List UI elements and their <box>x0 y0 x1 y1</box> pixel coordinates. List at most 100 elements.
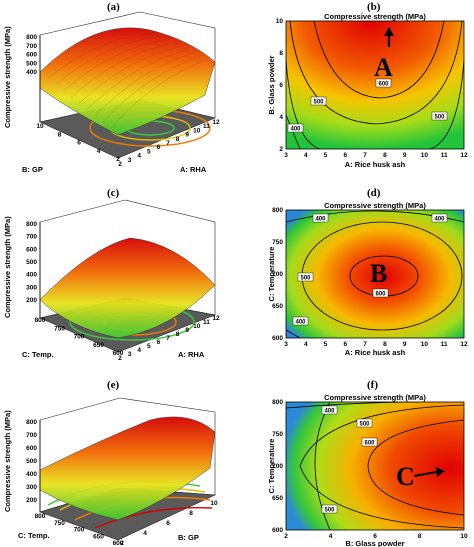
svg-text:500: 500 <box>300 276 311 282</box>
x-ticks-e: 2 4 6 8 10 <box>120 500 218 547</box>
panel-label-a: (a) <box>107 1 120 13</box>
y-tick-label: 8 <box>279 50 283 57</box>
x-tick-label: 8 <box>383 152 387 159</box>
y-tick-label: 8 <box>58 131 62 138</box>
svg-text:600: 600 <box>375 292 386 298</box>
x-tick-label: 4 <box>137 153 141 160</box>
svg-text:400: 400 <box>315 217 326 223</box>
svg-text:400: 400 <box>324 409 335 415</box>
contour-600 <box>313 21 445 99</box>
z-tick-label: 400 <box>26 69 37 76</box>
x-tick-label: 5 <box>147 343 151 350</box>
z-tick-label: 600 <box>26 52 37 59</box>
x-tick-label: 7 <box>363 341 367 348</box>
contour-labels-b: 600 500 500 400 <box>287 78 448 133</box>
contour-plot-b: Compressive strength (MPa) A: Rice husk … <box>267 12 468 169</box>
x-ticks-b: 3 4 5 6 7 8 9 10 11 12 <box>284 152 468 159</box>
surface-mesh-line <box>47 33 157 79</box>
x-tick-label: 8 <box>418 533 422 540</box>
x-tick-label: 2 <box>118 355 122 362</box>
y-ticks-f: 600 650 700 750 800 <box>272 399 283 534</box>
x-tick-label: 9 <box>403 152 407 159</box>
y-tick-label: 2 <box>116 156 120 163</box>
z-ticks-e: 800 700 600 500 400 300 200 <box>26 419 37 504</box>
contour-labels-f: 400 500 600 500 <box>321 405 378 514</box>
contour-labels-d: 400 400 500 600 400 <box>292 213 448 326</box>
contour-500 <box>289 21 463 125</box>
y-tick-label: 600 <box>272 527 283 534</box>
x-tick-label: 12 <box>460 152 468 159</box>
x-tick-label: 6 <box>343 341 347 348</box>
y-tick-label: 800 <box>35 513 46 520</box>
x-tick-label: 7 <box>166 335 170 342</box>
x-axis-label: B: Glass powder <box>345 539 404 547</box>
x-ticks-f: 2 4 6 8 10 <box>284 533 468 540</box>
x-tick-label: 6 <box>166 520 170 527</box>
z-axis-label: Compressive strength (MPa) <box>3 26 12 128</box>
svg-text:600: 600 <box>378 82 389 88</box>
z-tick-label: 700 <box>26 432 37 439</box>
z-tick-label: 500 <box>26 259 37 266</box>
y-tick-label: 6 <box>279 82 283 89</box>
y-tick-label: 750 <box>54 520 65 527</box>
z-tick-label: 300 <box>26 284 37 291</box>
x-tick-label: 4 <box>304 341 308 348</box>
x-tick-label: 12 <box>212 119 220 126</box>
z-tick-label: 500 <box>26 60 37 67</box>
y-tick-label: 650 <box>93 342 104 349</box>
x-tick-label: 11 <box>441 152 448 159</box>
x-tick-label: 5 <box>147 148 151 155</box>
z-tick-label: 400 <box>26 272 37 279</box>
y-axis-label: C: Temperature <box>267 439 276 494</box>
y-ticks-b: 2 4 6 8 10 <box>276 18 284 153</box>
x-tick-label: 11 <box>203 123 210 130</box>
y-tick-label: 600 <box>113 350 124 357</box>
svg-text:500: 500 <box>324 508 335 514</box>
surface-mesh-line <box>63 39 170 91</box>
y-axis-label: B: GP <box>22 165 43 174</box>
chart-title: Compressive strength (MPa) <box>324 201 426 210</box>
y-ticks-d: 600 650 700 750 800 <box>272 207 283 342</box>
x-tick-label: 8 <box>189 510 193 517</box>
heatmap-f <box>286 402 464 530</box>
y-tick-label: 750 <box>272 239 283 246</box>
contour-plot-f: Compressive strength (MPa) B: Glass powd… <box>267 393 468 547</box>
x-axis-label: B: GP <box>178 533 199 542</box>
surface-mesh-line <box>110 58 209 129</box>
y-tick-label: 2 <box>279 146 283 153</box>
x-tick-label: 9 <box>403 341 407 348</box>
y-tick-label: 700 <box>272 271 283 278</box>
surface-mesh-line <box>94 52 196 117</box>
y-tick-label: 600 <box>113 540 124 547</box>
y-tick-label: 750 <box>54 325 65 332</box>
x-axis-label: A: RHA <box>180 165 207 174</box>
panel-label-e: (e) <box>107 379 120 391</box>
svg-text:400: 400 <box>295 320 306 326</box>
y-tick-label: 10 <box>36 123 44 130</box>
z-axis-label: Compressive strength (MPa) <box>3 216 12 318</box>
z-tick-label: 800 <box>26 34 37 41</box>
y-tick-label: 700 <box>272 463 283 470</box>
x-tick-label: 12 <box>460 341 468 348</box>
y-tick-label: 6 <box>77 140 81 147</box>
region-letter-b: B <box>370 259 387 288</box>
y-axis-label: C: Temperature <box>267 247 276 302</box>
x-tick-label: 5 <box>324 341 328 348</box>
x-tick-label: 3 <box>284 152 288 159</box>
z-tick-label: 400 <box>26 471 37 478</box>
y-tick-label: 800 <box>35 317 46 324</box>
surface-mesh-line <box>71 42 177 98</box>
y-tick-label: 800 <box>272 399 283 406</box>
surface-plot-e: Compressive strength (MPa) 800 700 600 500 4… <box>3 397 218 547</box>
z-tick-label: 800 <box>26 221 37 228</box>
svg-text:500: 500 <box>434 115 445 121</box>
x-tick-label: 6 <box>157 144 161 151</box>
contour-600 <box>367 419 464 516</box>
svg-text:400: 400 <box>434 217 445 223</box>
z-tick-label: 700 <box>26 43 37 50</box>
